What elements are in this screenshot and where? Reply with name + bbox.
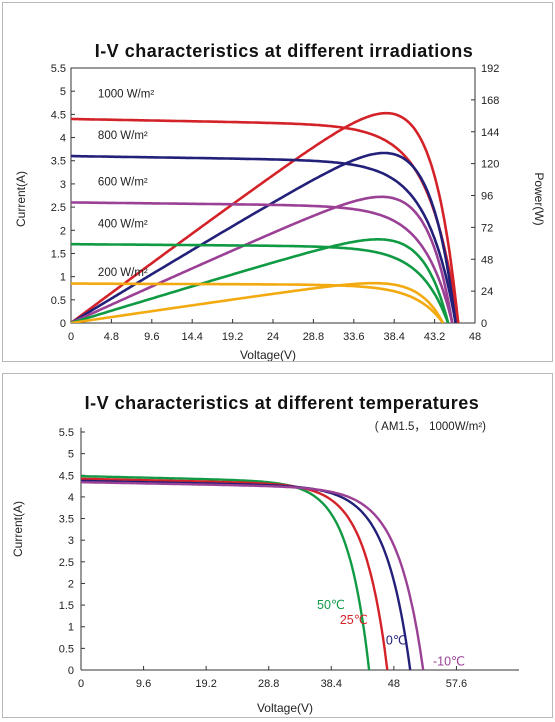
chart-title: I-V characteristics at different irradia… — [95, 41, 474, 61]
x-tick-label: 48 — [469, 331, 481, 343]
series-label: 0℃ — [386, 634, 407, 648]
series-label: 50℃ — [317, 598, 345, 612]
y-axis-label: Current(A) — [14, 171, 28, 227]
power-curve — [71, 238, 450, 323]
iv-curve — [80, 477, 389, 671]
y-tick-label: 1.5 — [59, 600, 74, 612]
temperature-chart-panel: I-V characteristics at different tempera… — [2, 373, 553, 718]
x-tick-label: 57.6 — [446, 678, 467, 690]
x-tick-label: 9.6 — [136, 678, 151, 690]
x-tick-label: 28.8 — [258, 678, 279, 690]
y-tick-label: 0 — [60, 318, 66, 330]
chart-subtitle: ( AM1.5， 1000W/m²) — [375, 421, 486, 433]
y-tick-label: 5 — [68, 449, 74, 461]
temperature-chart: I-V characteristics at different tempera… — [11, 393, 519, 715]
y2-tick-label: 24 — [481, 286, 493, 298]
y-tick-label: 5 — [60, 86, 66, 98]
iv-curve — [71, 242, 450, 323]
y-tick-label: 3.5 — [59, 514, 74, 526]
y-tick-label: 0.5 — [59, 643, 74, 655]
y-tick-label: 4 — [60, 133, 66, 145]
x-tick-label: 9.6 — [144, 331, 159, 343]
y2-tick-label: 192 — [481, 63, 499, 75]
x-tick-label: 0 — [68, 331, 74, 343]
y-tick-label: 2.5 — [51, 202, 66, 214]
power-curve — [71, 281, 445, 323]
y-tick-label: 2.5 — [59, 557, 74, 569]
x-tick-label: 14.4 — [181, 331, 202, 343]
series-label: 200 W/m² — [98, 267, 148, 279]
x-tick-label: 43.2 — [424, 331, 445, 343]
x-tick-label: 33.6 — [343, 331, 364, 343]
y-tick-label: 4.5 — [51, 109, 66, 121]
irradiation-chart: I-V characteristics at different irradia… — [14, 41, 546, 362]
chart-title: I-V characteristics at different tempera… — [85, 393, 480, 413]
y-tick-label: 4 — [68, 492, 74, 504]
irradiation-chart-panel: I-V characteristics at different irradia… — [2, 2, 553, 362]
y-tick-label: 5.5 — [51, 63, 66, 75]
x-tick-label: 38.4 — [383, 331, 404, 343]
x-tick-label: 19.2 — [195, 678, 216, 690]
y2-tick-label: 120 — [481, 159, 499, 171]
series-group — [71, 111, 460, 323]
iv-curve — [71, 282, 445, 323]
iv-curve — [71, 117, 460, 323]
y-tick-label: 1 — [60, 272, 66, 284]
x-tick-label: 24 — [267, 331, 279, 343]
iv-curve — [71, 201, 454, 323]
series-label: 400 W/m² — [98, 218, 148, 230]
series-label: 1000 W/m² — [98, 89, 154, 101]
y2-tick-label: 72 — [481, 222, 493, 234]
y-tick-label: 1.5 — [51, 248, 66, 260]
y2-tick-label: 48 — [481, 254, 493, 266]
y2-tick-label: 96 — [481, 191, 493, 203]
y-tick-label: 4.5 — [59, 470, 74, 482]
y-tick-label: 3 — [68, 535, 74, 547]
plot-area: 0 4.8 9.6 14.4 19.2 24 28.8 33.6 38.4 43.2 4800.51… — [51, 63, 500, 343]
series-label: -10℃ — [433, 654, 465, 668]
y2-tick-label: 0 — [481, 318, 487, 330]
x-tick-label: 28.8 — [303, 331, 324, 343]
x-tick-label: 4.8 — [104, 331, 119, 343]
x-tick-label: 19.2 — [222, 331, 243, 343]
power-curve — [71, 111, 460, 323]
y-tick-label: 1 — [68, 622, 74, 634]
iv-curve — [71, 154, 457, 323]
iv-curve — [81, 481, 425, 671]
y-tick-label: 3.5 — [51, 156, 66, 168]
series-label: 800 W/m² — [98, 130, 148, 142]
y-tick-label: 5.5 — [59, 427, 74, 439]
y-tick-label: 2 — [60, 225, 66, 237]
series-label: 25℃ — [340, 613, 368, 627]
y-tick-label: 0 — [68, 665, 74, 677]
iv-curve — [81, 479, 412, 671]
x-tick-label: 0 — [78, 678, 84, 690]
y-tick-label: 2 — [68, 578, 74, 590]
x-tick-label: 38.4 — [321, 678, 342, 690]
y2-axis-label: Power(W) — [532, 172, 546, 225]
plot-area: 0 9.6 19.2 28.8 38.4 48 57.6 0 0.5 1 1.5 2 2.5 3 3.5 4 4… — [59, 427, 519, 690]
power-curve — [71, 195, 454, 323]
x-tick-label: 48 — [388, 678, 400, 690]
y-tick-label: 0.5 — [51, 295, 66, 307]
series-label: 600 W/m² — [98, 177, 148, 189]
y-axis-label: Current(A) — [11, 501, 25, 557]
y-tick-label: 3 — [60, 179, 66, 191]
y2-tick-label: 168 — [481, 95, 499, 107]
x-axis-label: Voltage(V) — [240, 348, 296, 361]
x-axis-label: Voltage(V) — [257, 701, 313, 715]
y2-tick-label: 144 — [481, 127, 499, 139]
iv-curve — [80, 474, 371, 671]
